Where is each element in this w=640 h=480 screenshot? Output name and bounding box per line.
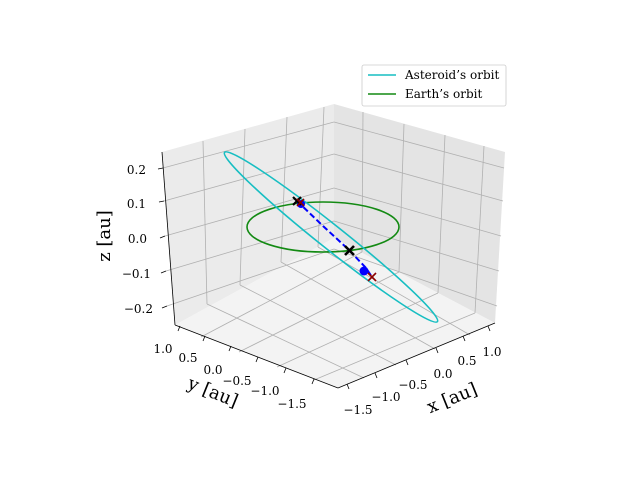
- x-axis-label: x [au]: [424, 379, 480, 418]
- y-tick-label: 0.5: [178, 351, 197, 365]
- x-tick-labels: −1.5 −1.0 −0.5 0.0 0.5 1.0: [343, 345, 501, 417]
- y-tick-label: 0.0: [203, 363, 222, 377]
- legend-label-earth: Earth’s orbit: [405, 87, 482, 101]
- z-tick-label: 0.0: [128, 232, 147, 246]
- legend-label-asteroid: Asteroid’s orbit: [404, 68, 499, 82]
- red-x-marker: [367, 272, 377, 282]
- tick-marks: [157, 167, 491, 390]
- z-axis-line: [161, 151, 176, 326]
- z-tick-labels: 0.2 0.1 0.0 −0.1 −0.2: [122, 163, 153, 316]
- legend-box: [361, 64, 507, 107]
- back-left-pane: [162, 104, 334, 325]
- y-axis-line: [174, 324, 339, 389]
- x-tick-label: 1.0: [482, 345, 501, 359]
- z-tick-label: 0.2: [127, 163, 146, 177]
- z-tick-label: −0.2: [124, 302, 153, 316]
- y-tick-label: 1.0: [153, 342, 172, 356]
- grid-lines: [162, 106, 505, 381]
- x-tick-label: −1.0: [371, 390, 400, 404]
- y-tick-label: −1.5: [277, 397, 306, 411]
- z-axis-label: z [au]: [94, 210, 115, 262]
- black-x-marker: [344, 245, 355, 256]
- x-tick-label: 0.0: [433, 367, 452, 381]
- x-tick-label: −1.5: [343, 403, 372, 417]
- y-tick-label: −0.5: [222, 374, 251, 388]
- legend: Asteroid’s orbit Earth’s orbit: [361, 64, 507, 107]
- z-tick-label: −0.1: [122, 267, 151, 281]
- blue-point-marker: [359, 266, 369, 276]
- y-tick-label: −1.0: [250, 384, 279, 398]
- floor-pane: [175, 238, 495, 388]
- asteroid-orbit-line: [223, 151, 439, 323]
- x-axis-line: [337, 322, 496, 389]
- x-tick-label: −0.5: [398, 378, 427, 392]
- back-right-pane: [334, 104, 505, 323]
- z-tick-label: 0.1: [127, 197, 146, 211]
- y-tick-labels: 1.0 0.5 0.0 −0.5 −1.0 −1.5: [153, 342, 306, 411]
- earth-orbit-line: [246, 201, 400, 253]
- x-tick-label: 0.5: [457, 354, 476, 368]
- red-x-marker: [296, 198, 305, 207]
